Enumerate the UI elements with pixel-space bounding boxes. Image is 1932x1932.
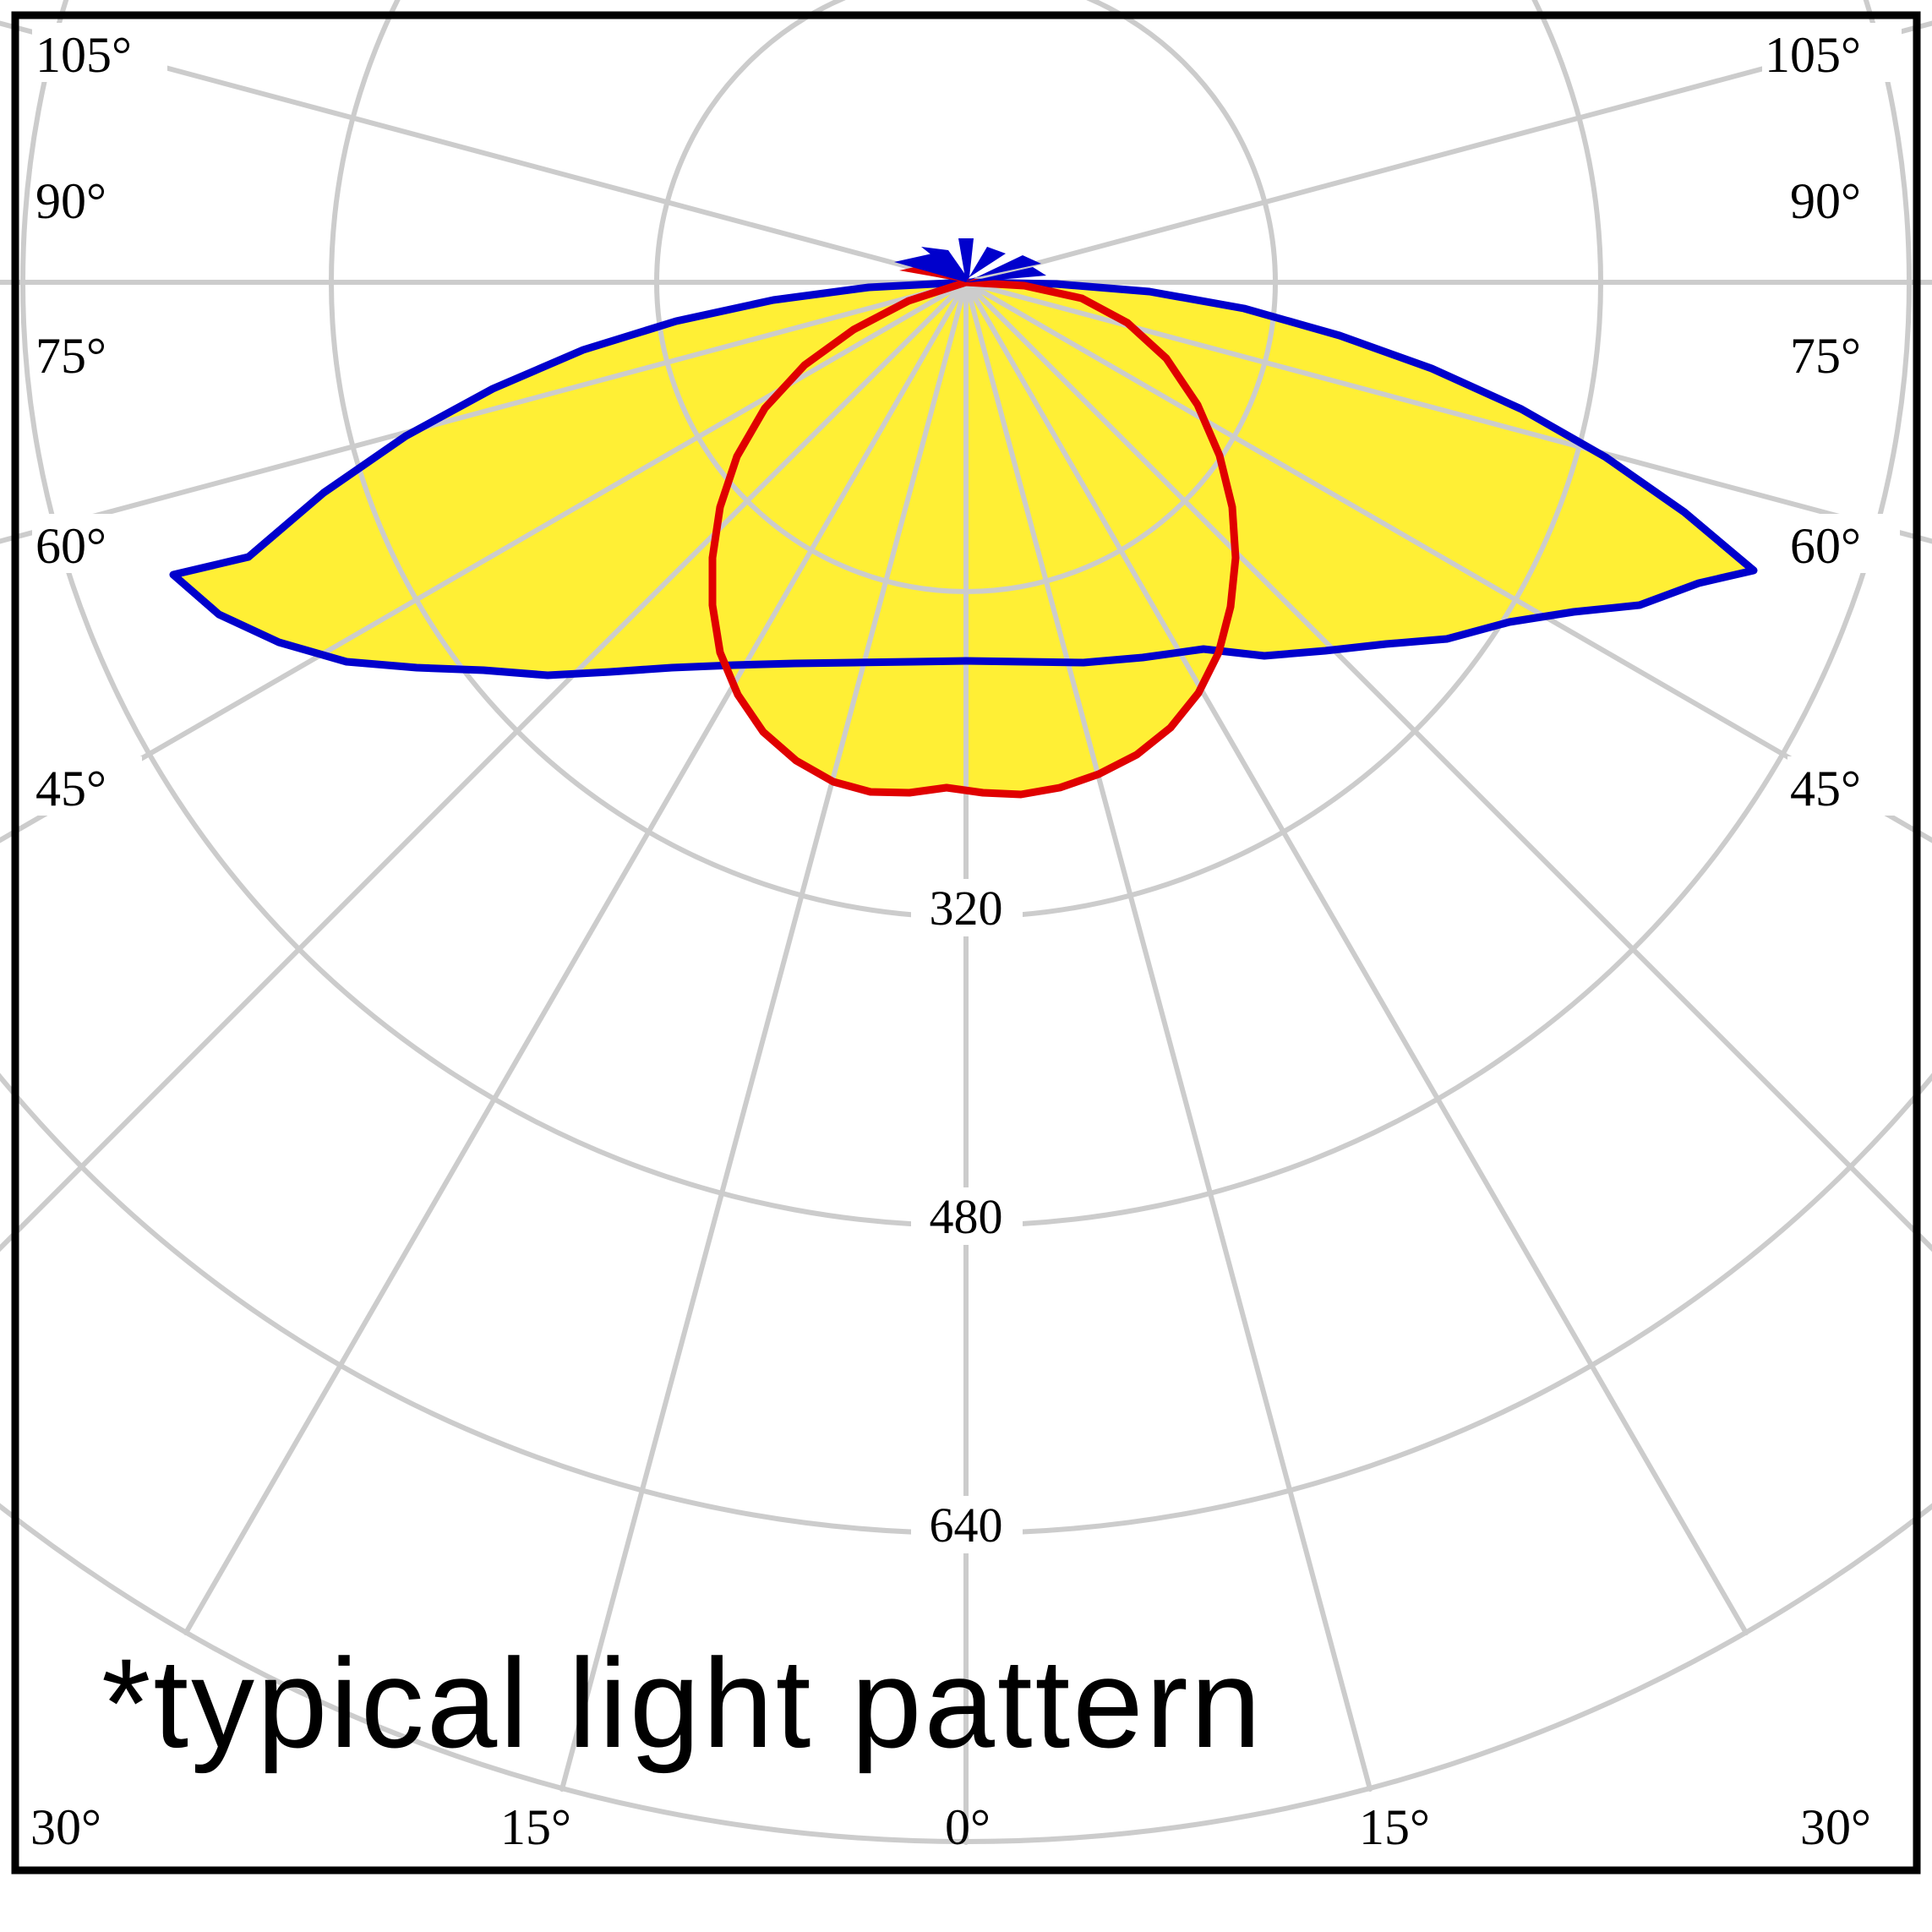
grid-spoke-right-45 [963,280,1932,1253]
label-halo [1787,169,1900,228]
angle-label-bottom-left-30: 30° [30,1799,101,1855]
angle-label-left-105: 105° [35,27,132,83]
grid-spoke-right-15 [963,280,1373,1792]
radial-label-320: 320 [930,881,1003,936]
label-halo [911,1187,1023,1245]
origin-spike-red [899,264,966,282]
origin-spike-blue-right3 [966,267,1046,282]
typical-light-pattern-caption: *typical light pattern [101,1632,1264,1774]
radial-label-480: 480 [930,1189,1003,1244]
origin-spike-blue-right [966,255,1041,282]
angle-label-right-75: 75° [1790,328,1861,384]
angle-label-left-90: 90° [35,173,106,229]
angle-label-left-60: 60° [35,518,106,574]
label-halo [1762,23,1902,82]
label-halo [32,324,142,383]
origin-spike-cluster [894,238,1046,282]
label-halo [911,879,1023,936]
origin-spike-blue-left [894,254,966,282]
radial-value-labels: 320 480 640 [911,879,1023,1553]
grid-spoke-left-15 [559,280,969,1792]
angle-label-right-60: 60° [1790,518,1861,574]
angle-labels-right: 105° 90° 75° 60° 45° [1762,23,1902,816]
angle-label-bottom-0: 0° [945,1799,991,1855]
grid-spoke-right-75 [963,280,1932,544]
origin-spike-blue-left2 [921,247,966,282]
label-halo [32,169,142,228]
radial-label-640: 640 [930,1498,1003,1553]
angle-label-bottom-right-30: 30° [1800,1799,1871,1855]
label-halo [32,756,142,816]
c90-c270-curve [708,278,1240,799]
angle-label-bottom-right-15: 15° [1359,1799,1430,1855]
grid-spoke-right-30 [963,280,1749,1635]
grid-spoke-left-60 [0,280,969,843]
grid-spoke-left-30 [183,280,969,1635]
angle-labels-bottom: 30° 15° 0° 15° 30° [30,1799,1871,1855]
angle-label-right-45: 45° [1790,761,1861,816]
angle-labels-left: 105° 90° 75° 60° 45° [32,23,167,816]
c0-c180-curve [169,278,1758,679]
angle-label-bottom-left-15: 15° [500,1799,571,1855]
label-halo [1787,756,1900,816]
angle-label-right-105: 105° [1765,27,1861,83]
label-halo [32,23,167,82]
label-halo [1787,514,1900,573]
label-halo [32,514,142,573]
angle-label-right-90: 90° [1790,173,1861,229]
origin-spike-blue-right2 [966,247,1006,282]
plot-frame-border [11,11,1921,1875]
label-halo [911,1496,1023,1553]
origin-spike-blue-up [958,238,974,282]
grid-spoke-right-60 [963,280,1932,843]
angle-label-left-45: 45° [35,761,106,816]
label-halo [1787,324,1900,383]
grid-spoke-left-75 [0,280,969,544]
grid-spoke-left-105 [0,20,969,285]
grid-spoke-right-105 [963,20,1932,285]
grid-spoke-left-45 [0,280,969,1253]
angle-label-left-75: 75° [35,328,106,384]
